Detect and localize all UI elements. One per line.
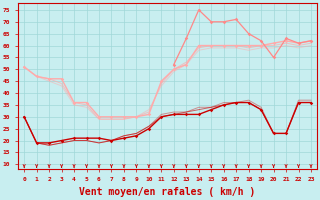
X-axis label: Vent moyen/en rafales ( km/h ): Vent moyen/en rafales ( km/h ) <box>79 187 256 197</box>
